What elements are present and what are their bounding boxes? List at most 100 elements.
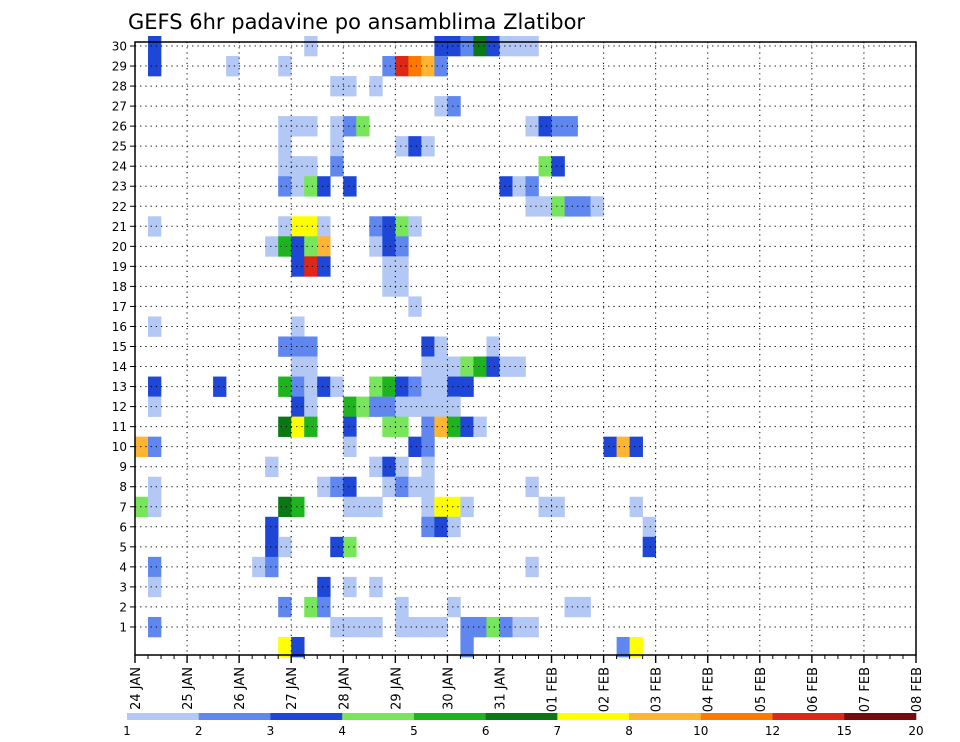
colorbar: 1 2 3 4 5 6 7 8 10 12 15 20 xyxy=(123,713,924,738)
heatmap-cell xyxy=(226,56,240,77)
heatmap-cell xyxy=(278,136,292,157)
heatmap-cell xyxy=(512,176,526,197)
heatmap-cell xyxy=(304,35,318,57)
heatmap-cell xyxy=(382,256,396,277)
heatmap-cell xyxy=(395,456,409,478)
heatmap-cell xyxy=(551,116,565,137)
heatmap-cell xyxy=(278,496,292,518)
heatmap-cell xyxy=(408,296,422,317)
heatmap-cell xyxy=(538,116,552,137)
heatmap-cell xyxy=(421,456,435,478)
y-tick-label: 9 xyxy=(119,460,127,474)
heatmap-cell xyxy=(304,596,318,618)
heatmap-cell xyxy=(304,216,318,237)
x-tick-label: 07 FEB xyxy=(858,667,873,712)
heatmap-cell xyxy=(330,76,344,97)
heatmap-cell xyxy=(525,116,539,137)
heatmap-cell xyxy=(447,496,461,518)
heatmap-cell xyxy=(369,76,383,97)
heatmap-cell xyxy=(538,156,552,177)
heatmap-cell xyxy=(278,536,292,558)
heatmap-cell xyxy=(252,556,266,578)
colorbar-label: 8 xyxy=(625,724,633,738)
heatmap-cell xyxy=(343,396,357,417)
heatmap-cell xyxy=(304,356,318,377)
heatmap-cell xyxy=(304,396,318,417)
heatmap-cell xyxy=(382,236,396,257)
y-tick-label: 3 xyxy=(119,580,127,594)
heatmap-cell xyxy=(382,396,396,417)
heatmap-cell xyxy=(148,35,162,57)
heatmap-cell xyxy=(395,396,409,417)
heatmap-cell xyxy=(382,476,396,498)
y-axis: 1234567891011121314151617181920212223242… xyxy=(112,40,135,634)
heatmap-cell xyxy=(369,456,383,478)
heatmap-cell xyxy=(564,596,578,618)
heatmap-cell xyxy=(265,556,279,578)
heatmap-cell xyxy=(343,476,357,498)
y-tick-label: 4 xyxy=(119,560,127,574)
heatmap-cell xyxy=(369,216,383,237)
heatmap-cell xyxy=(330,136,344,157)
heatmap-cell xyxy=(525,556,539,578)
heatmap-cell xyxy=(330,476,344,498)
heatmap-cell xyxy=(486,35,500,57)
heatmap-cell xyxy=(291,336,305,357)
heatmap-cell xyxy=(473,356,487,377)
heatmap-cell xyxy=(460,35,474,57)
heatmap-cell xyxy=(434,56,448,77)
heatmap-cell xyxy=(577,596,591,618)
heatmap-cell xyxy=(369,396,383,417)
heatmap-cell xyxy=(447,596,461,618)
heatmap-cell xyxy=(278,416,292,437)
y-tick-label: 16 xyxy=(112,320,127,334)
x-tick-label: 27 JAN xyxy=(285,667,300,710)
heatmap-cell xyxy=(369,576,383,598)
heatmap-cell xyxy=(356,396,370,417)
heatmap-cell xyxy=(317,576,331,598)
heatmap-cell xyxy=(278,336,292,357)
heatmap-cell xyxy=(395,56,409,77)
heatmap-cell xyxy=(421,416,435,437)
heatmap-cell xyxy=(395,256,409,277)
heatmap-cell xyxy=(278,176,292,197)
heatmap-cell xyxy=(343,496,357,518)
heatmap-cell xyxy=(304,376,318,397)
x-tick-label: 30 JAN xyxy=(441,667,456,710)
x-tick-label: 04 FEB xyxy=(702,667,717,712)
heatmap-cell xyxy=(551,156,565,177)
heatmap-cell xyxy=(265,536,279,558)
colorbar-swatch xyxy=(198,713,271,720)
heatmap-cell xyxy=(317,596,331,618)
heatmap-cell xyxy=(408,476,422,498)
x-tick-label: 05 FEB xyxy=(754,667,769,712)
chart-title: GEFS 6hr padavine po ansamblima Zlatibor xyxy=(128,10,585,34)
heatmap-cell xyxy=(291,636,305,658)
heatmap-cell xyxy=(369,236,383,257)
colorbar-swatch xyxy=(772,713,845,720)
colorbar-label: 1 xyxy=(123,724,131,738)
heatmap-cell xyxy=(278,56,292,77)
heatmap-cell xyxy=(343,116,357,137)
heatmap-cell xyxy=(135,436,149,457)
heatmap-cell xyxy=(434,336,448,357)
y-tick-label: 24 xyxy=(112,160,127,174)
heatmap-cell xyxy=(265,516,279,538)
x-tick-label: 31 JAN xyxy=(493,667,508,710)
x-tick-label: 24 JAN xyxy=(129,667,144,710)
x-tick-label: 29 JAN xyxy=(389,667,404,710)
heatmap-cell xyxy=(447,416,461,437)
heatmap-cell xyxy=(525,176,539,197)
heatmap-cell xyxy=(265,236,279,257)
heatmap-cell xyxy=(486,336,500,357)
heatmap-cell xyxy=(460,616,474,638)
colorbar-swatch xyxy=(629,713,702,720)
y-tick-label: 28 xyxy=(112,80,127,94)
y-tick-label: 14 xyxy=(112,360,127,374)
heatmap-cell xyxy=(343,176,357,197)
heatmap-cell xyxy=(148,216,162,237)
heatmap-cell xyxy=(395,476,409,498)
heatmap-cell xyxy=(330,376,344,397)
heatmap-cell xyxy=(278,376,292,397)
